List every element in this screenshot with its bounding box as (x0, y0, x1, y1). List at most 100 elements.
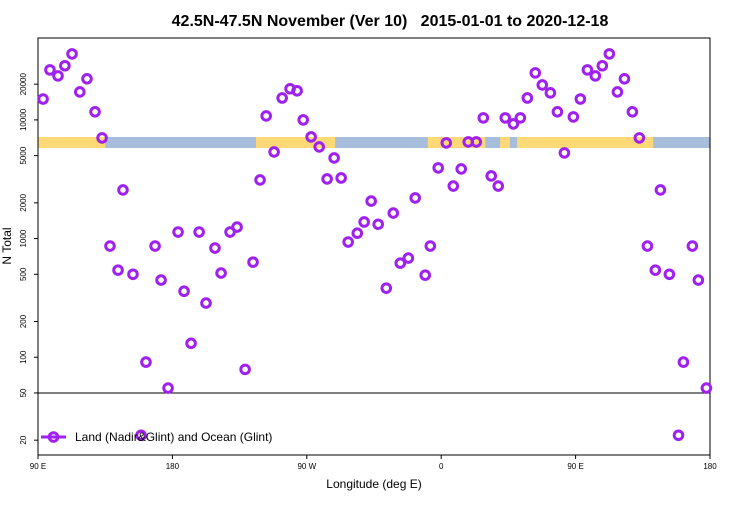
plot-frame (37, 37, 711, 456)
legend-marker (47, 431, 60, 443)
data-point (419, 269, 432, 281)
data-point (641, 240, 654, 252)
data-point (654, 184, 667, 196)
x-axis: 90 E 180 90 W 0 90 E 180 (30, 455, 717, 471)
data-point (424, 240, 437, 252)
data-point (254, 174, 266, 186)
y-tick-label: 200 (19, 314, 28, 328)
data-point (162, 382, 174, 394)
land-band-segment (38, 137, 106, 148)
data-point (544, 87, 557, 99)
data-point (297, 114, 310, 126)
data-point (268, 146, 280, 158)
data-point (127, 268, 139, 281)
x-axis-label: Longitude (deg E) (326, 477, 421, 491)
data-point (305, 131, 317, 143)
data-point (677, 356, 690, 368)
data-point (178, 285, 190, 298)
data-point (260, 110, 272, 122)
x-tick-label: 90 W (297, 462, 316, 471)
y-tick-label: 20000 (19, 73, 28, 96)
data-point (700, 382, 713, 394)
data-point (492, 180, 505, 192)
data-point (209, 242, 221, 254)
data-point (321, 173, 333, 185)
y-tick-label: 500 (19, 267, 28, 281)
data-point (529, 67, 542, 79)
x-tick-label: 90 E (30, 462, 46, 471)
land-ocean-band (38, 137, 710, 148)
data-point (185, 337, 197, 350)
data-point (633, 132, 646, 144)
data-point (432, 162, 445, 174)
data-point (649, 264, 662, 276)
data-point (574, 93, 587, 105)
data-point (335, 172, 347, 184)
chart-title: 42.5N-47.5N November (Ver 10) 2015-01-01… (172, 13, 609, 30)
data-point (692, 274, 705, 286)
data-point (365, 195, 377, 207)
data-point (135, 429, 147, 442)
data-point (117, 184, 129, 196)
data-point (507, 118, 520, 130)
data-point (440, 137, 453, 149)
data-point (342, 236, 354, 248)
data-point (291, 84, 303, 97)
y-tick-label: 1000 (19, 229, 28, 247)
data-point (140, 356, 152, 368)
data-point (485, 170, 498, 182)
ocean-band-segment (38, 137, 710, 148)
data-point (172, 226, 184, 238)
data-point (567, 111, 580, 123)
data-point (581, 64, 594, 76)
data-point (215, 267, 227, 279)
land-band-segment (427, 137, 486, 148)
land-band-segment (517, 137, 654, 148)
data-point (313, 141, 325, 153)
data-point (470, 136, 483, 148)
data-point (618, 73, 631, 85)
data-point (193, 226, 205, 238)
data-point (372, 218, 384, 231)
data-point (44, 64, 56, 76)
data-point (149, 240, 161, 252)
data-point (455, 163, 468, 175)
data-point (611, 86, 624, 98)
y-tick-label: 10000 (19, 108, 28, 131)
data-point (596, 59, 609, 72)
data-point (74, 86, 86, 98)
x-tick-label: 180 (703, 462, 717, 471)
data-point (663, 268, 676, 281)
y-axis-label: N Total (0, 227, 14, 264)
data-point (104, 240, 116, 252)
data-point (89, 106, 101, 118)
data-point (603, 48, 616, 60)
land-band-segment (500, 137, 510, 148)
x-tick-label: 0 (439, 462, 444, 471)
data-point (558, 147, 571, 159)
x-tick-label: 180 (166, 462, 180, 471)
data-point (521, 92, 534, 104)
data-points (37, 48, 713, 442)
y-tick-label: 50 (19, 388, 28, 397)
data-point (358, 216, 370, 228)
data-point (59, 59, 71, 72)
data-point (626, 106, 639, 118)
data-point (380, 282, 393, 294)
data-point (66, 48, 78, 60)
data-point (239, 363, 251, 376)
y-tick-label: 100 (19, 350, 28, 364)
data-point (387, 207, 400, 219)
data-point (402, 252, 415, 264)
legend: Land (Nadir&Glint) and Ocean (Glint) (41, 430, 272, 444)
data-point (155, 274, 167, 286)
data-point (589, 70, 602, 82)
data-point (328, 152, 340, 164)
data-point (200, 297, 212, 309)
data-point (247, 256, 259, 268)
data-point (394, 257, 407, 269)
data-point (514, 112, 527, 124)
data-point (351, 227, 364, 239)
data-point (112, 264, 124, 276)
